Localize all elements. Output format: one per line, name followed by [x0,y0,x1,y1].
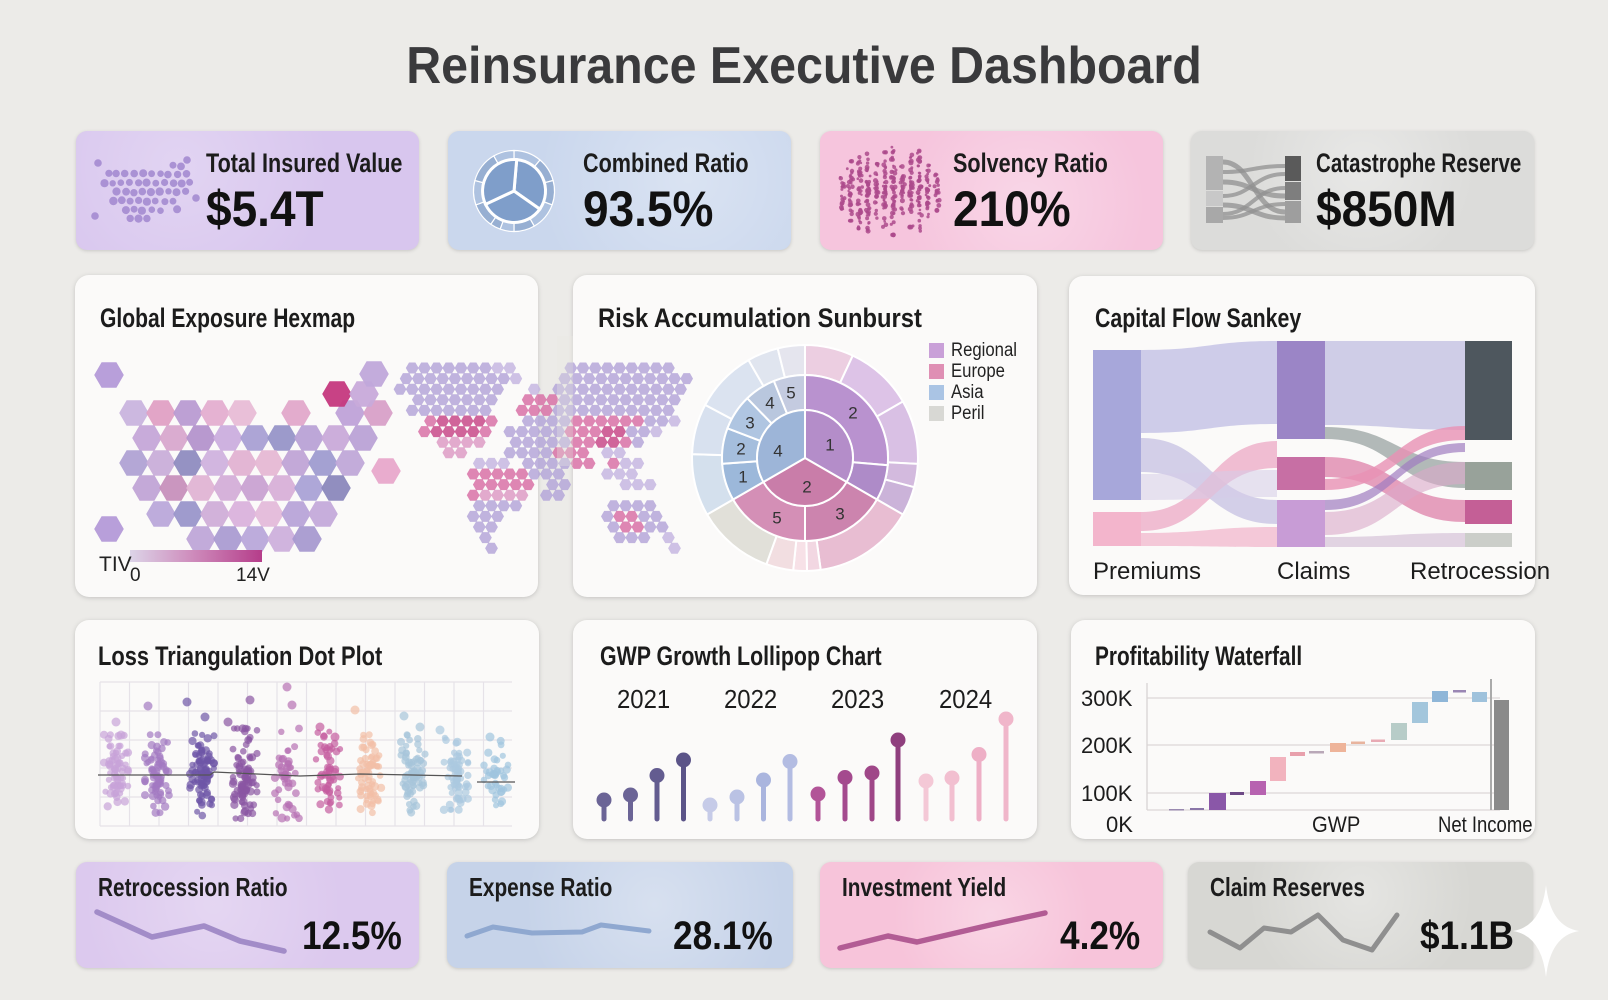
svg-text:4: 4 [773,442,782,461]
svg-text:3: 3 [745,414,754,433]
svg-text:3: 3 [835,505,844,524]
svg-text:5: 5 [772,509,781,528]
svg-text:4: 4 [765,394,774,413]
svg-text:2: 2 [736,440,745,459]
svg-text:1: 1 [738,468,747,487]
svg-text:1: 1 [825,436,834,455]
svg-text:5: 5 [786,384,795,403]
svg-text:2: 2 [802,478,811,497]
svg-text:2: 2 [848,404,857,423]
